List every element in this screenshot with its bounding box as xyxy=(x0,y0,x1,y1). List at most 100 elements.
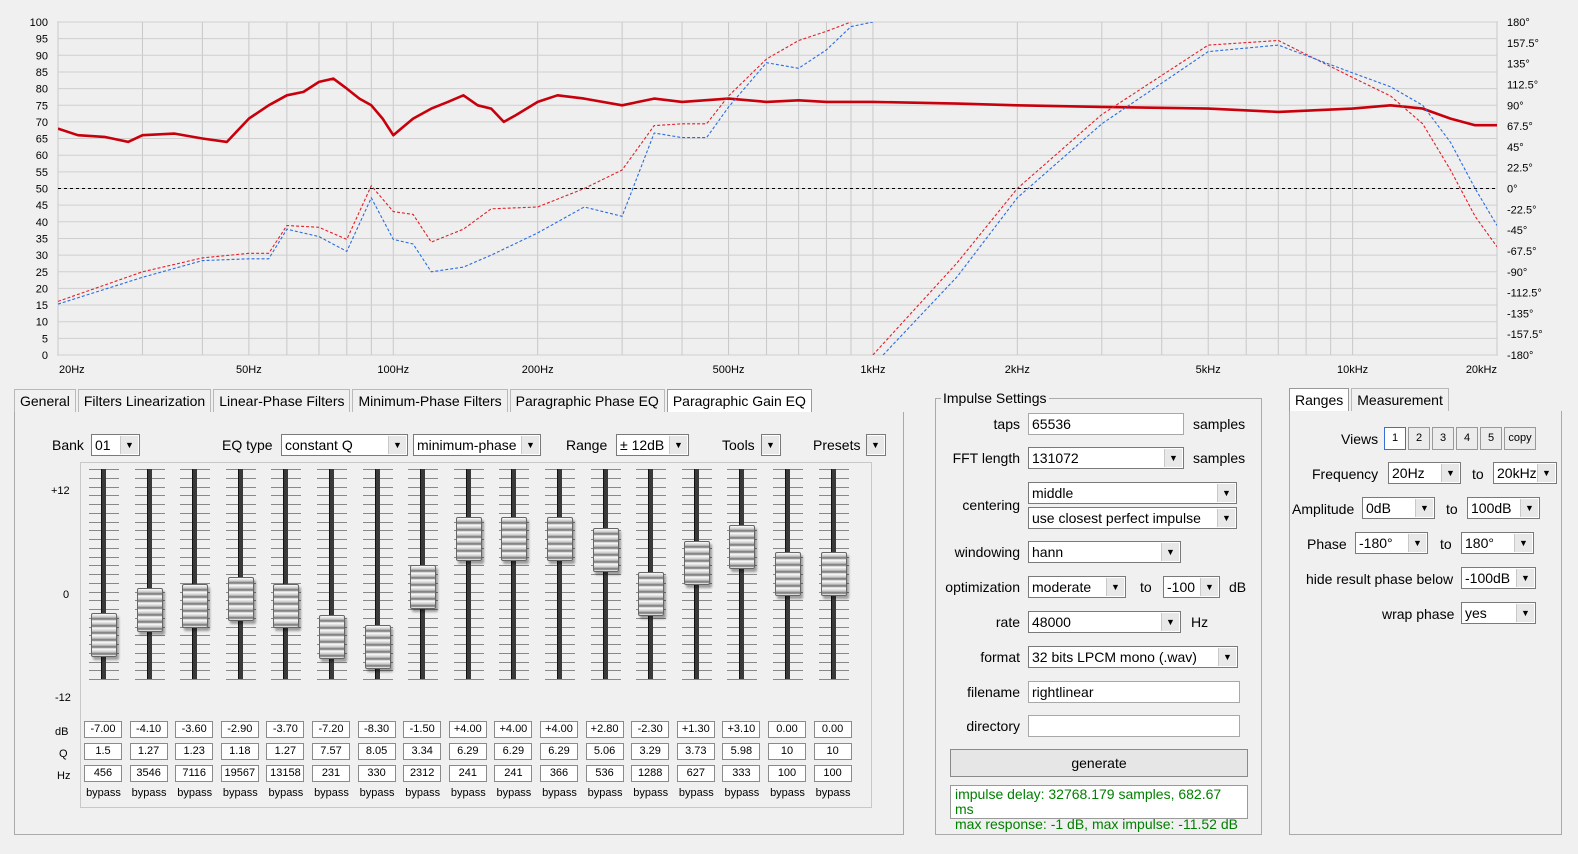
frequency-to-select[interactable]: 20kHz ▼ xyxy=(1493,462,1557,484)
frequency-response-graph[interactable]: 0 5 10 15 20 25 30 35 40 45 50 55 60 65 70 75 80 85 90 95 10… xyxy=(0,0,1578,380)
eq-q-field[interactable]: 10 xyxy=(768,743,806,760)
eq-bypass-button[interactable]: bypass xyxy=(314,787,349,799)
directory-input[interactable] xyxy=(1028,715,1240,737)
eq-q-field[interactable]: 6.29 xyxy=(540,743,578,760)
eq-bypass-button[interactable]: bypass xyxy=(678,787,714,799)
bank-select[interactable]: 01 ▼ xyxy=(91,434,140,456)
eq-q-field[interactable]: 8.05 xyxy=(357,743,396,760)
eq-gain-field[interactable]: +4.00 xyxy=(540,721,578,738)
view-1-button[interactable]: 1 xyxy=(1384,427,1406,450)
eq-frequency-field[interactable]: 330 xyxy=(357,765,396,782)
eq-gain-slider-knob[interactable] xyxy=(227,577,254,622)
eq-frequency-field[interactable]: 366 xyxy=(540,765,578,782)
eq-bypass-button[interactable]: bypass xyxy=(542,787,577,799)
tab-measurement[interactable]: Measurement xyxy=(1351,388,1449,411)
eq-q-field[interactable]: 1.18 xyxy=(220,743,259,760)
eq-frequency-field[interactable]: 456 xyxy=(84,765,122,782)
eq-frequency-field[interactable]: 627 xyxy=(676,765,715,782)
eq-gain-slider-knob[interactable] xyxy=(638,572,665,617)
eq-slider-track[interactable] xyxy=(511,469,517,679)
eq-slider-track[interactable] xyxy=(739,469,745,679)
eq-frequency-field[interactable]: 231 xyxy=(312,765,350,782)
eq-gain-slider-knob[interactable] xyxy=(547,517,573,561)
eq-slider-track[interactable] xyxy=(283,469,289,679)
eq-frequency-field[interactable]: 19567 xyxy=(220,765,259,782)
frequency-from-select[interactable]: 20Hz ▼ xyxy=(1388,462,1461,484)
taps-input[interactable]: 65536 xyxy=(1028,413,1184,435)
presets-menu-button[interactable]: ▼ xyxy=(866,434,886,456)
tab-paragraphic-gain-eq[interactable]: Paragraphic Gain EQ xyxy=(666,389,812,412)
eq-q-field[interactable]: 3.34 xyxy=(403,743,442,760)
eq-gain-slider-knob[interactable] xyxy=(91,613,117,658)
eq-frequency-field[interactable]: 7116 xyxy=(175,765,214,782)
tools-menu-button[interactable]: ▼ xyxy=(761,434,781,456)
fft-length-select[interactable]: 131072 ▼ xyxy=(1028,447,1184,469)
eq-gain-field[interactable]: -2.30 xyxy=(631,721,670,738)
view-2-button[interactable]: 2 xyxy=(1408,427,1430,450)
eq-q-field[interactable]: 5.06 xyxy=(585,743,624,760)
phase-mode-select[interactable]: minimum-phase ▼ xyxy=(413,434,541,456)
eq-gain-field[interactable]: -3.70 xyxy=(266,721,305,738)
eq-q-field[interactable]: 3.73 xyxy=(676,743,715,760)
optimization-db-select[interactable]: -100 ▼ xyxy=(1163,576,1220,598)
tab-paragraphic-phase-eq[interactable]: Paragraphic Phase EQ xyxy=(509,389,665,412)
eq-slider-track[interactable] xyxy=(329,469,334,679)
range-select[interactable]: ± 12dB ▼ xyxy=(616,434,689,456)
generate-button[interactable]: generate xyxy=(950,749,1248,777)
eq-frequency-field[interactable]: 100 xyxy=(813,765,852,782)
eq-gain-field[interactable]: +2.80 xyxy=(585,721,624,738)
eq-frequency-field[interactable]: 13158 xyxy=(266,765,305,782)
eq-bypass-button[interactable]: bypass xyxy=(359,787,395,799)
eq-gain-field[interactable]: -2.90 xyxy=(220,721,259,738)
eq-gain-field[interactable]: -7.20 xyxy=(312,721,350,738)
eq-q-field[interactable]: 3.29 xyxy=(631,743,670,760)
eq-gain-field[interactable]: -4.10 xyxy=(129,721,168,738)
eq-q-field[interactable]: 7.57 xyxy=(312,743,350,760)
windowing-select[interactable]: hann ▼ xyxy=(1028,541,1181,563)
hide-phase-select[interactable]: -100dB ▼ xyxy=(1461,567,1536,589)
eq-bypass-button[interactable]: bypass xyxy=(633,787,669,799)
eq-q-field[interactable]: 1.27 xyxy=(129,743,168,760)
eq-slider-track[interactable] xyxy=(101,469,106,679)
view-3-button[interactable]: 3 xyxy=(1432,427,1454,450)
eq-q-field[interactable]: 1.27 xyxy=(266,743,305,760)
eq-frequency-field[interactable]: 241 xyxy=(494,765,533,782)
eq-gain-slider-knob[interactable] xyxy=(729,524,756,569)
eq-gain-field[interactable]: +4.00 xyxy=(448,721,487,738)
amplitude-to-select[interactable]: 100dB ▼ xyxy=(1467,497,1540,519)
eq-q-field[interactable]: 6.29 xyxy=(448,743,487,760)
eq-bypass-button[interactable]: bypass xyxy=(587,787,623,799)
eq-frequency-field[interactable]: 536 xyxy=(585,765,624,782)
tab-linear-phase-filters[interactable]: Linear-Phase Filters xyxy=(213,389,351,412)
format-select[interactable]: 32 bits LPCM mono (.wav) ▼ xyxy=(1028,646,1238,668)
eq-frequency-field[interactable]: 2312 xyxy=(403,765,442,782)
centering-mode-select[interactable]: use closest perfect impulse ▼ xyxy=(1028,507,1237,529)
eq-bypass-button[interactable]: bypass xyxy=(450,787,486,799)
eq-gain-slider-knob[interactable] xyxy=(136,587,163,632)
eq-gain-slider-knob[interactable] xyxy=(273,584,300,629)
eq-frequency-field[interactable]: 100 xyxy=(768,765,806,782)
eq-gain-slider-knob[interactable] xyxy=(592,527,619,572)
eq-gain-slider-knob[interactable] xyxy=(683,540,710,585)
eq-bypass-button[interactable]: bypass xyxy=(86,787,121,799)
eq-bypass-button[interactable]: bypass xyxy=(131,787,167,799)
eq-gain-field[interactable]: -7.00 xyxy=(84,721,122,738)
eq-gain-slider-knob[interactable] xyxy=(410,565,437,610)
eq-gain-field[interactable]: 0.00 xyxy=(768,721,806,738)
eq-bypass-button[interactable]: bypass xyxy=(815,787,851,799)
tab-minimum-phase-filters[interactable]: Minimum-Phase Filters xyxy=(352,389,508,412)
view-4-button[interactable]: 4 xyxy=(1456,427,1478,450)
eq-type-select[interactable]: constant Q ▼ xyxy=(281,434,408,456)
eq-slider-track[interactable] xyxy=(465,469,471,679)
eq-bypass-button[interactable]: bypass xyxy=(222,787,258,799)
amplitude-from-select[interactable]: 0dB ▼ xyxy=(1362,497,1435,519)
wrap-phase-select[interactable]: yes ▼ xyxy=(1461,602,1536,624)
eq-q-field[interactable]: 5.98 xyxy=(722,743,761,760)
phase-to-select[interactable]: 180° ▼ xyxy=(1461,532,1534,554)
eq-q-field[interactable]: 1.23 xyxy=(175,743,214,760)
filename-input[interactable]: rightlinear xyxy=(1028,681,1240,703)
tab-general[interactable]: General xyxy=(14,389,76,412)
eq-gain-slider-knob[interactable] xyxy=(319,615,345,659)
eq-slider-track[interactable] xyxy=(146,469,152,679)
tab-ranges[interactable]: Ranges xyxy=(1289,388,1350,411)
